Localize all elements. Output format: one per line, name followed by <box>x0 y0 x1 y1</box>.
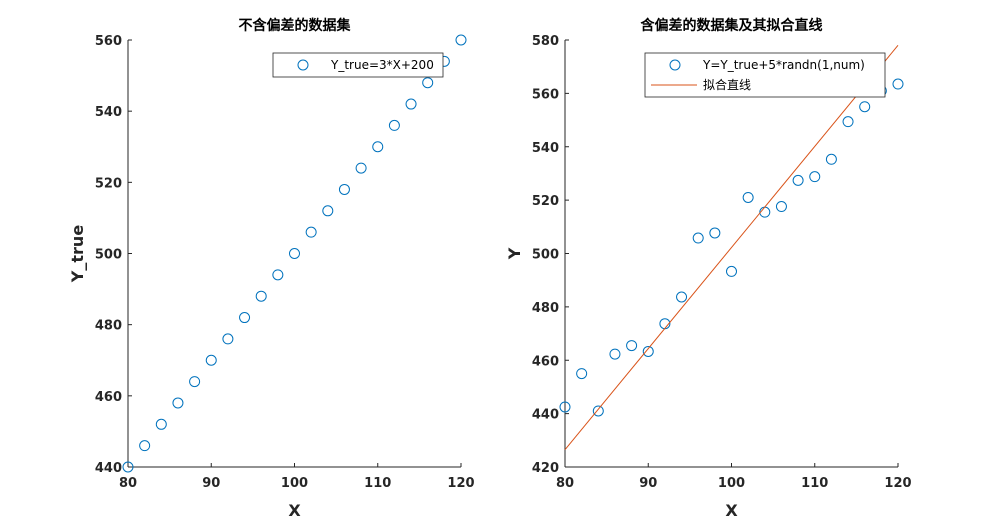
data-point <box>709 227 721 239</box>
x-tick-label: 110 <box>801 476 828 491</box>
data-point <box>205 354 217 366</box>
x-axis-label: X <box>725 501 738 520</box>
data-point <box>842 116 854 128</box>
x-tick-label: 90 <box>639 476 657 491</box>
data-point <box>322 205 334 217</box>
data-point <box>139 440 151 452</box>
data-point <box>742 191 754 203</box>
legend-marker-swatch <box>669 59 681 71</box>
y-tick-label: 560 <box>532 87 559 102</box>
data-point <box>405 98 417 110</box>
data-point <box>255 290 267 302</box>
data-point <box>825 153 837 165</box>
x-tick-label: 100 <box>718 476 745 491</box>
x-axis-label: X <box>288 501 301 520</box>
y-tick-label: 480 <box>532 301 559 316</box>
y-tick-label: 460 <box>532 354 559 369</box>
legend-label: Y=Y_true+5*randn(1,num) <box>702 58 865 72</box>
data-point <box>559 401 571 413</box>
y-tick-label: 440 <box>532 408 559 423</box>
data-point <box>239 312 251 324</box>
y-tick-label: 500 <box>532 248 559 263</box>
data-point <box>892 78 904 90</box>
fit-line <box>564 45 899 450</box>
data-point <box>338 183 350 195</box>
data-point <box>155 418 167 430</box>
data-point <box>222 333 234 345</box>
y-tick-label: 540 <box>532 141 559 156</box>
y-tick-label: 480 <box>95 319 122 334</box>
data-point <box>455 34 467 46</box>
legend-label: Y_true=3*X+200 <box>330 58 434 72</box>
data-point <box>759 206 771 218</box>
data-point <box>676 291 688 303</box>
data-point <box>388 119 400 131</box>
data-point <box>189 376 201 388</box>
x-tick-label: 120 <box>447 476 474 491</box>
x-tick-label: 80 <box>119 476 137 491</box>
y-tick-label: 440 <box>95 461 122 476</box>
left-chart-panel: 80 90 100 110 120 440 460 480 500 520 540 560 不含偏差的数… <box>68 17 475 520</box>
x-tick-label: 100 <box>281 476 308 491</box>
data-point <box>792 174 804 186</box>
data-point <box>592 405 604 417</box>
data-point <box>692 232 704 244</box>
y-axis-label: Y_true <box>68 225 87 284</box>
y-tick-label: 420 <box>532 461 559 476</box>
y-tick-label: 540 <box>95 105 122 120</box>
data-point <box>272 269 284 281</box>
data-point <box>355 162 367 174</box>
data-point <box>809 171 821 183</box>
data-point <box>859 101 871 113</box>
data-point <box>372 141 384 153</box>
legend-label: 拟合直线 <box>703 77 751 92</box>
y-tick-label: 520 <box>532 194 559 209</box>
data-point <box>422 77 434 89</box>
y-tick-label: 560 <box>95 34 122 49</box>
chart-title: 不含偏差的数据集 <box>239 17 352 34</box>
data-point <box>122 461 134 473</box>
x-tick-label: 110 <box>364 476 391 491</box>
data-point <box>289 248 300 259</box>
y-tick-label: 460 <box>95 390 122 405</box>
x-tick-label: 80 <box>556 476 574 491</box>
y-tick-label: 500 <box>95 248 122 263</box>
legend-box <box>272 52 444 78</box>
data-point <box>576 368 588 380</box>
data-point <box>609 348 621 360</box>
x-tick-label: 90 <box>202 476 220 491</box>
x-tick-label: 120 <box>884 476 911 491</box>
y-tick-label: 520 <box>95 176 122 191</box>
legend-marker-swatch <box>297 59 309 71</box>
y-tick-label: 580 <box>532 34 559 49</box>
data-point <box>726 265 737 277</box>
data-point <box>172 397 184 409</box>
data-point <box>642 345 654 357</box>
data-point <box>626 340 638 352</box>
y-axis-label: Y <box>505 247 524 260</box>
chart-title: 含偏差的数据集及其拟合直线 <box>641 17 823 34</box>
data-point <box>305 226 317 238</box>
legend-box <box>644 52 886 98</box>
right-chart-panel: 80 90 100 110 120 420 440 460 480 500 520 540 560 580… <box>505 17 912 520</box>
data-point <box>775 201 787 213</box>
